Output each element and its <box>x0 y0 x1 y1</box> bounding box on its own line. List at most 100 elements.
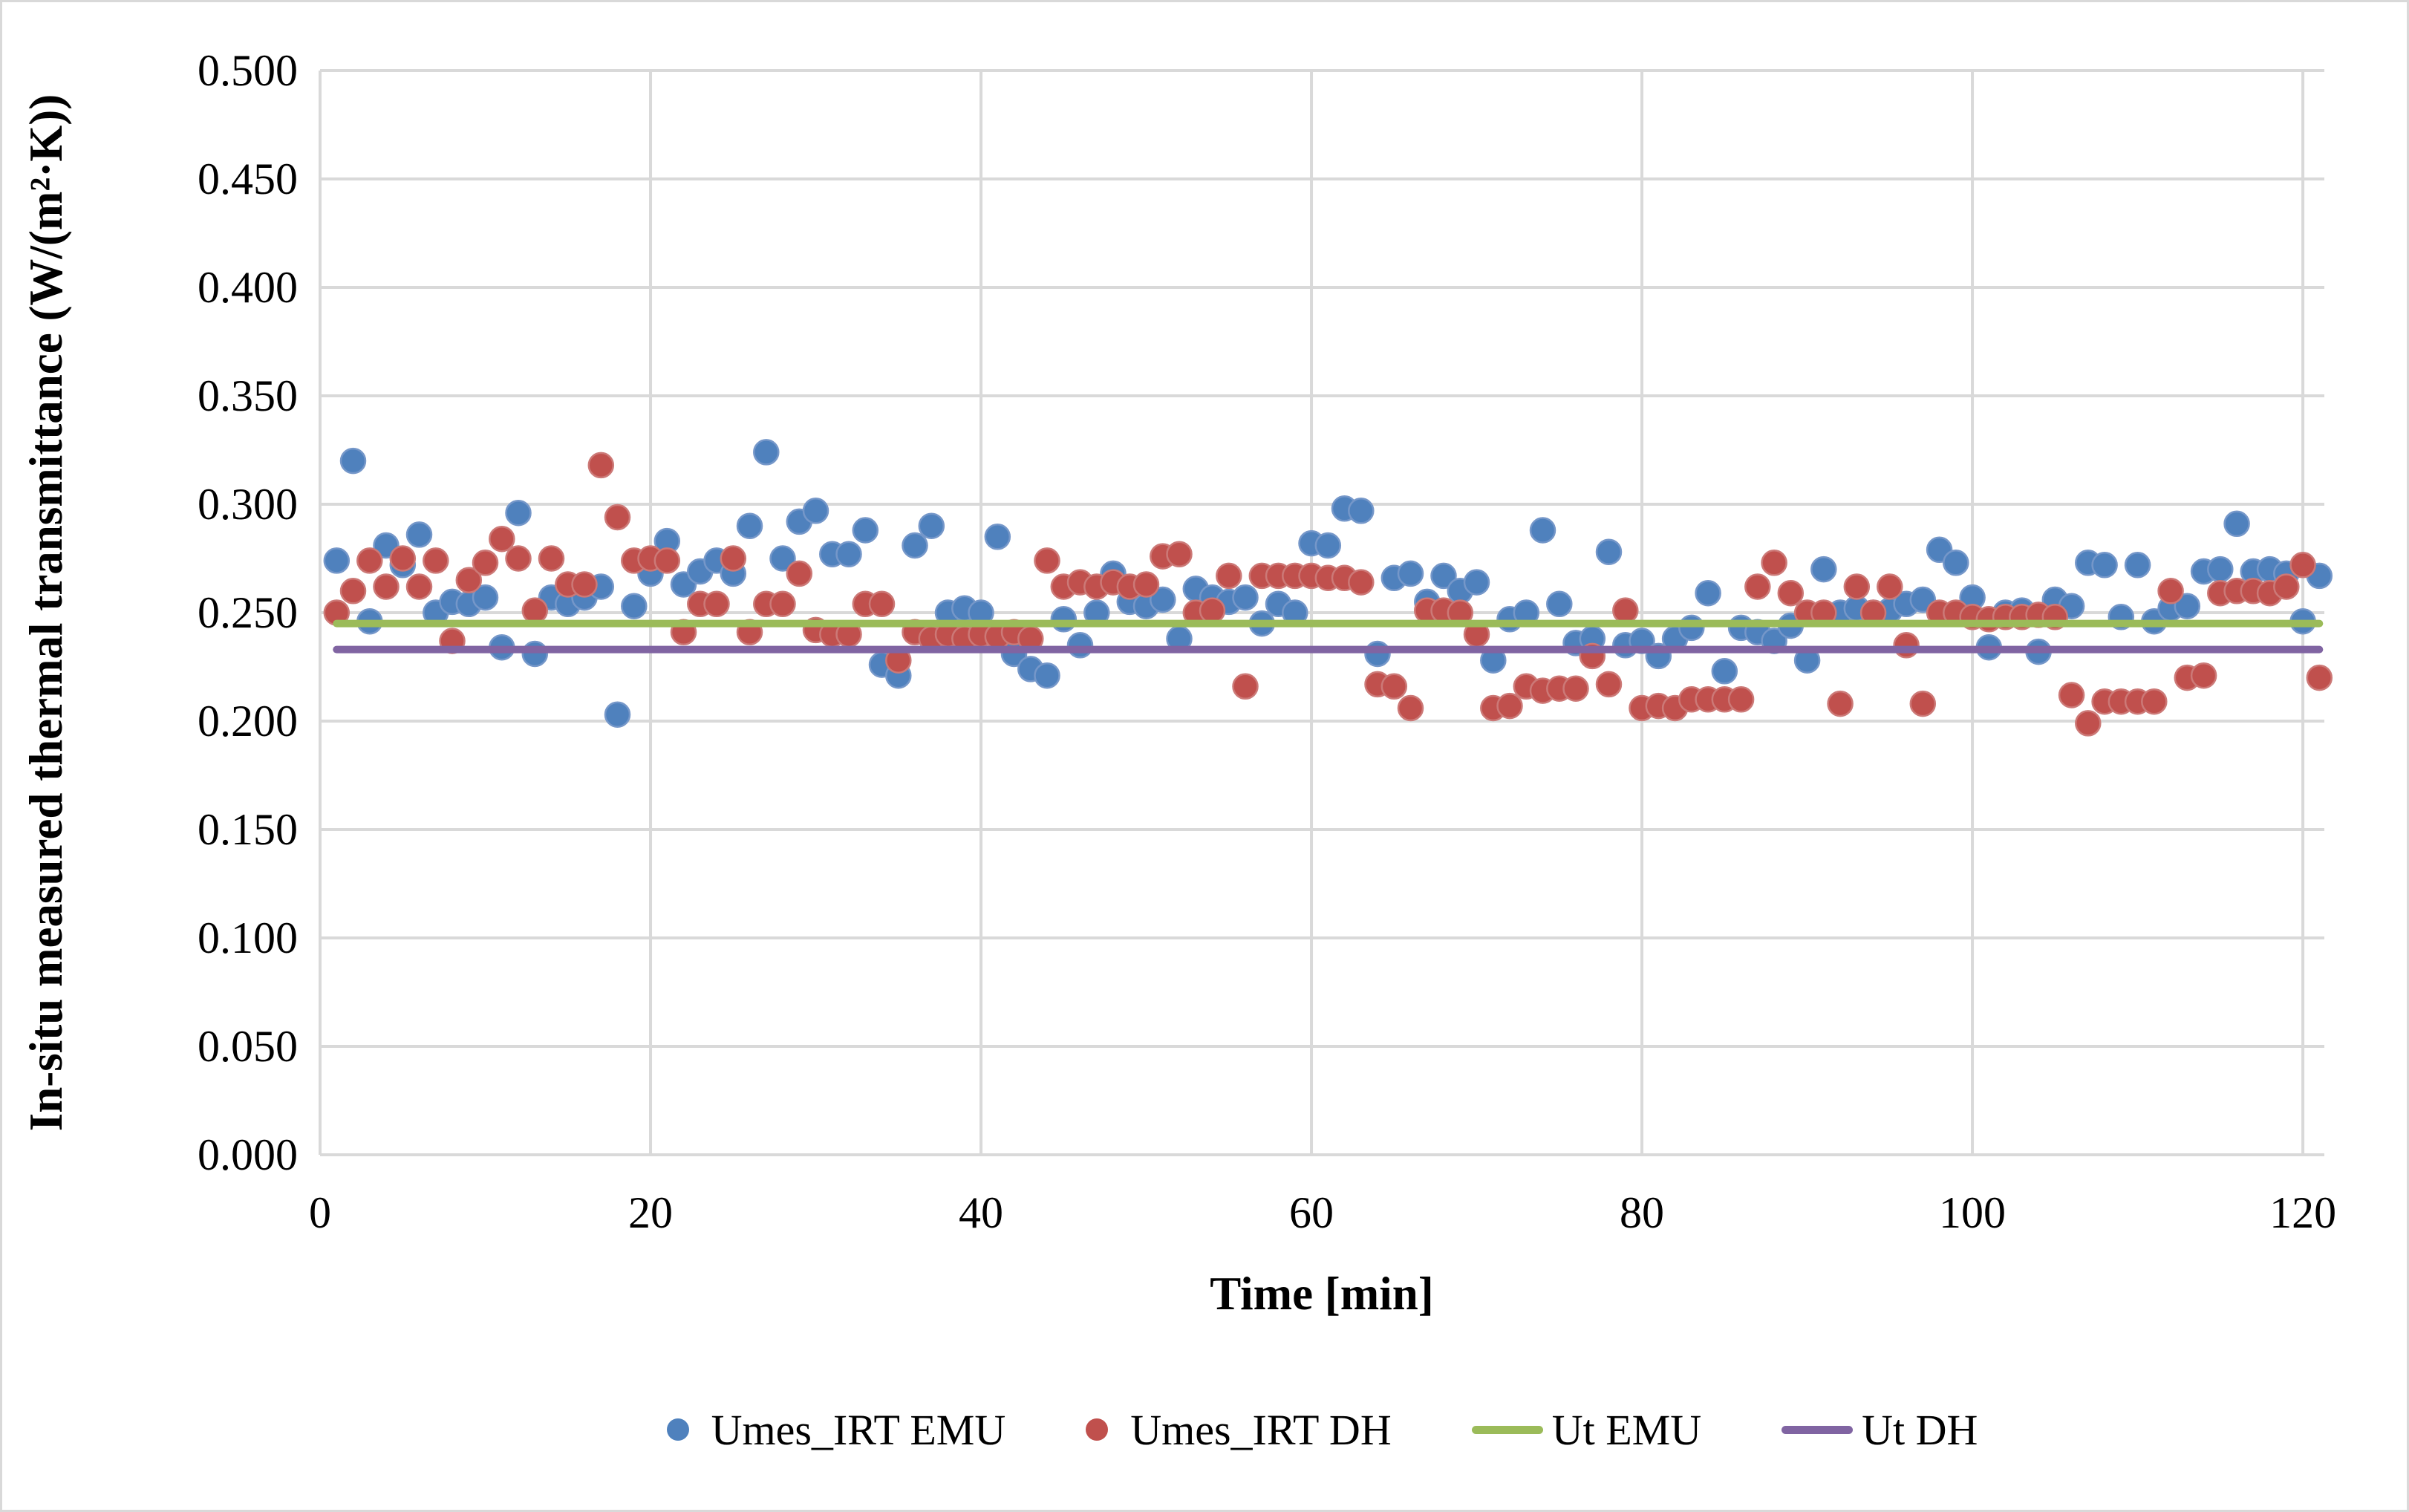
data-point <box>1496 692 1523 720</box>
data-point <box>1232 584 1259 611</box>
data-point <box>1546 590 1573 618</box>
data-point <box>455 567 483 593</box>
data-point <box>405 573 433 600</box>
data-point <box>521 640 549 668</box>
y-tick-label: 0.000 <box>198 1130 298 1179</box>
x-axis-title: Time [min] <box>1210 1268 1434 1320</box>
data-point <box>1166 541 1193 567</box>
data-point <box>1348 569 1375 596</box>
data-point <box>339 578 367 605</box>
y-tick-label: 0.450 <box>198 154 298 203</box>
data-point <box>2058 682 2085 708</box>
data-point <box>604 504 631 531</box>
y-tick-label: 0.400 <box>198 263 298 312</box>
data-point <box>1463 569 1490 596</box>
y-tick-label: 0.200 <box>198 697 298 746</box>
series-umes-irt-dh <box>323 452 2333 737</box>
data-point <box>802 498 829 524</box>
data-point <box>2273 573 2300 600</box>
data-point <box>621 593 648 619</box>
data-point <box>1132 571 1160 598</box>
data-point <box>984 524 1011 550</box>
data-point <box>1364 640 1391 668</box>
data-point <box>703 590 730 618</box>
data-point <box>472 550 499 576</box>
data-point <box>1430 562 1457 590</box>
y-tick-label: 0.150 <box>198 805 298 854</box>
legend-label: Umes_IRT EMU <box>711 1405 1006 1454</box>
data-point <box>1843 573 1871 600</box>
data-point <box>2223 510 2250 538</box>
data-point <box>356 547 383 574</box>
data-point <box>604 701 631 728</box>
data-point <box>2190 662 2217 689</box>
data-point <box>1827 690 1854 717</box>
data-point <box>587 452 615 479</box>
data-point <box>472 584 499 611</box>
data-point <box>505 545 532 572</box>
data-point <box>1397 560 1424 587</box>
y-tick-label: 0.300 <box>198 480 298 529</box>
data-point <box>323 547 351 574</box>
data-point <box>405 521 433 548</box>
data-point <box>1397 694 1424 722</box>
x-tick-label: 80 <box>1620 1188 1664 1237</box>
data-point <box>1893 632 1920 659</box>
y-tick-label: 0.050 <box>198 1022 298 1071</box>
y-tick-label: 0.500 <box>198 46 298 95</box>
data-point <box>2157 578 2184 605</box>
y-axis-title: In-situ measured thermal transmittance (… <box>20 94 72 1132</box>
data-point <box>1943 550 1969 576</box>
y-tick-label: 0.250 <box>198 588 298 637</box>
data-point <box>1761 550 1787 576</box>
ut-dh-line-icon <box>1782 1425 1854 1434</box>
data-point <box>1529 517 1556 544</box>
data-point <box>1810 555 1837 583</box>
data-point <box>2174 593 2201 619</box>
data-point <box>769 590 796 618</box>
x-tick-label: 40 <box>959 1188 1003 1237</box>
data-point <box>521 597 549 624</box>
data-point <box>423 547 449 574</box>
data-point <box>1199 597 1226 624</box>
data-point <box>1695 579 1721 607</box>
x-tick-label: 120 <box>2269 1188 2336 1237</box>
data-point <box>852 517 879 544</box>
data-point <box>1727 686 1755 713</box>
data-point <box>1150 586 1176 613</box>
data-point <box>1612 597 1639 624</box>
dh-dot-icon <box>1086 1418 1109 1441</box>
x-tick-labels: 0 20 40 60 80 100 120 <box>309 1188 2336 1237</box>
ut-emu-line-icon <box>1471 1425 1543 1434</box>
data-point <box>1877 573 1903 600</box>
y-tick-label: 0.350 <box>198 371 298 420</box>
x-tick-label: 20 <box>628 1188 673 1237</box>
data-point <box>868 590 896 618</box>
data-point <box>1380 673 1408 700</box>
data-point <box>1232 673 1259 700</box>
data-point <box>505 499 532 527</box>
data-point <box>1777 579 1805 607</box>
legend-label: Ut EMU <box>1551 1405 1702 1454</box>
data-point <box>571 571 598 598</box>
data-point <box>736 512 763 539</box>
data-point <box>1034 662 1060 689</box>
data-point <box>489 525 515 553</box>
data-point <box>2141 688 2168 715</box>
data-point <box>2207 555 2234 583</box>
data-point <box>373 573 400 600</box>
data-point <box>786 560 813 587</box>
data-point <box>753 439 780 466</box>
legend-label: Ut DH <box>1862 1405 1978 1454</box>
data-point <box>1050 606 1078 633</box>
data-point <box>538 545 565 572</box>
data-point <box>720 545 747 572</box>
y-tick-labels: 0.000 0.050 0.100 0.150 0.200 0.250 0.300 0.350… <box>198 46 298 1179</box>
x-tick-label: 100 <box>1939 1188 2006 1237</box>
x-tick-label: 60 <box>1289 1188 1334 1237</box>
data-point <box>2091 552 2118 579</box>
data-point <box>1348 498 1375 524</box>
legend-item-umes-irt-emu: Umes_IRT EMU <box>666 1405 1006 1455</box>
